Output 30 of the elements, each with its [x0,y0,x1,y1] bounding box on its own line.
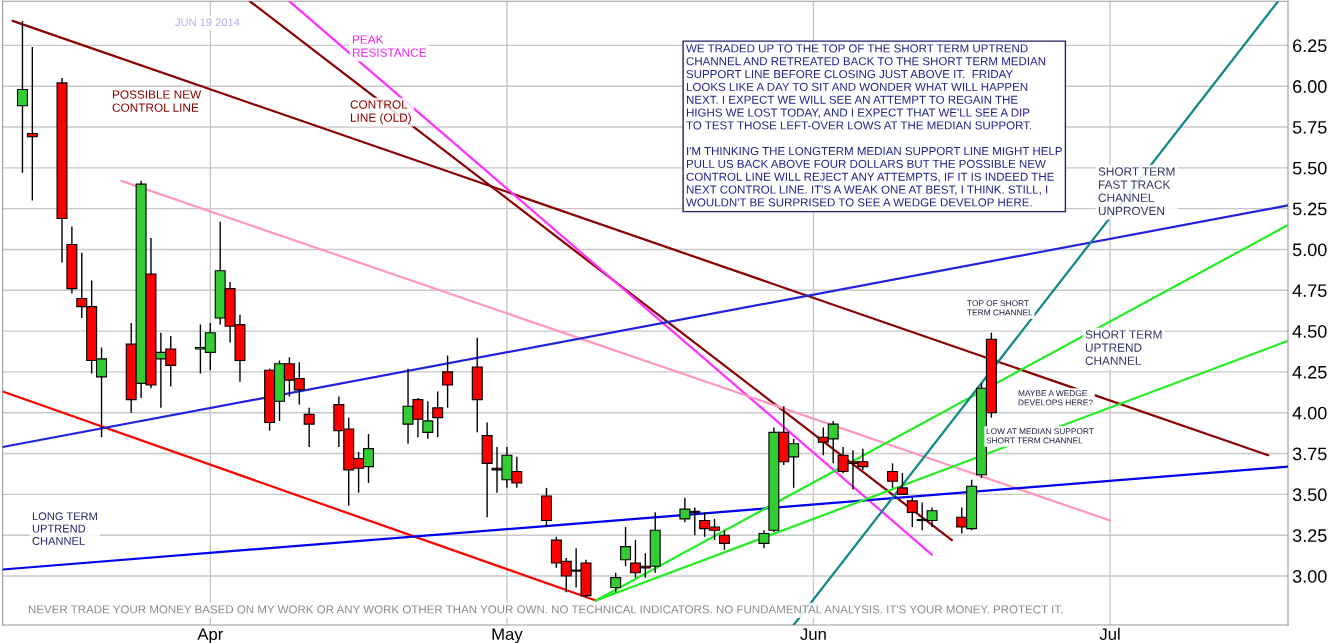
x-tick-label: May [492,628,523,643]
annotation: LOW AT MEDIAN SUPPORT SHORT TERM CHANNEL [986,428,1094,444]
y-tick-label: 6.00 [1293,80,1327,93]
y-tick-label: 5.50 [1292,161,1327,175]
y-tick-label: 3.25 [1292,529,1327,542]
y-tick-label: 5.00 [1292,243,1327,257]
y-tick-label: 6.25 [1293,39,1327,53]
annotation: LONG TERM UPTREND CHANNEL [32,512,97,545]
annotation: MAYBE A WEDGE DEVELOPS HERE? [1018,390,1093,406]
text: WE TRADED UP TO THE TOP OF THE SHORT TERM UPTREND CHANNEL AND RETREATED BACK TO THE SHORT TERM MEDIAN SUPPORT LINE BEFORE CLOSING JUST ABOVE IT. FRIDAY LOOKS LIKE A DAY TO SIT AND WONDER WHAT WILL HAPPEN NEXT. I EXPECT WE WILL SEE AN ATTEMPT TO REGAIN THE HIGHS WE LOST TODAY, AND I EXPECT THAT WE'LL SEE A DIP TO TEST THOSE LEFT-OVER LOWS AT THE MEDIAN SUPPORT. I'M THINKING THE LONGTERM MEDIAN SUPPORT LINE MIGHT HELP PULL US BACK ABOVE FOUR DOLLARS BUT THE POSSIBLE NEW CONTROL LINE WILL REJECT ANY ATTEMPTS, IF IT IS INDEED THE NEXT CONTROL LINE. IT'S A WEAK ONE AT BEST, I THINK. STILL, I WOULDN'T BE SURPRISED TO SEE A WEDGE DEVELOP HERE. [686,44,1062,207]
y-tick-label: 3.00 [1292,569,1327,583]
annotation: TOP OF SHORT TERM CHANNEL [967,300,1033,316]
y-tick-label: 4.75 [1292,284,1327,297]
y-tick-label: 3.50 [1292,488,1327,502]
x-tick-label: Jun [800,628,826,641]
annotation: JUN 19 2014 [175,18,240,27]
x-tick-label: Jul [1099,627,1120,641]
annotation: NEVER TRADE YOUR MONEY BASED ON MY WORK OR ANY WORK OTHER THAN YOUR OWN. NO TECHNICAL INDICATORS. NO FUNDAMENTAL ANALYSIS. IT'S YOUR MONEY. PROTECT IT. [28,605,1063,614]
y-tick-label: 4.50 [1292,325,1327,338]
annotation: SHORT TERM FAST TRACK CHANNEL UNPROVEN [1098,167,1175,216]
y-tick-label: 3.75 [1292,447,1327,461]
annotation: SHORT TERM UPTREND CHANNEL [1085,330,1162,365]
x-tick-label: Apr [197,628,223,643]
annotation: POSSIBLE NEW CONTROL LINE [112,90,202,112]
annotation: CONTROL LINE (OLD) [350,100,411,125]
y-tick-label: 5.75 [1292,121,1327,134]
y-tick-label: 4.00 [1292,406,1327,420]
annotation: PEAK RESISTANCE [352,35,427,57]
y-tick-label: 4.25 [1292,365,1327,379]
y-tick-label: 5.25 [1292,202,1327,216]
